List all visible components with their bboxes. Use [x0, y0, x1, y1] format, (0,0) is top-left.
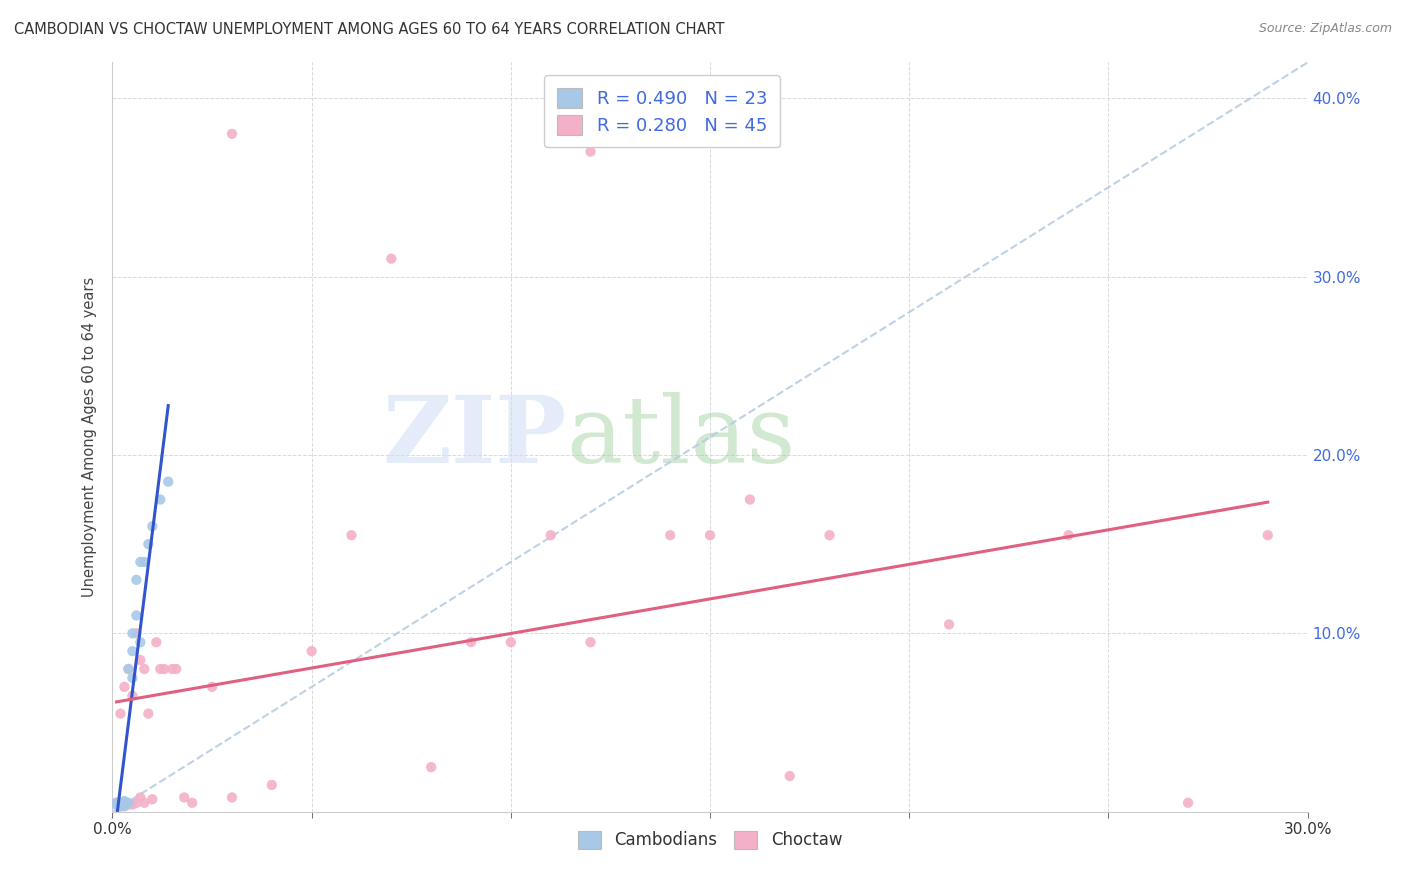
- Point: [121, 797, 143, 812]
- Y-axis label: Unemployment Among Ages 60 to 64 years: Unemployment Among Ages 60 to 64 years: [82, 277, 97, 598]
- Point: [260, 778, 283, 792]
- Point: [105, 796, 128, 810]
- Point: [540, 528, 562, 542]
- Point: [134, 662, 156, 676]
- Point: [125, 608, 148, 623]
- Text: CAMBODIAN VS CHOCTAW UNEMPLOYMENT AMONG AGES 60 TO 64 YEARS CORRELATION CHART: CAMBODIAN VS CHOCTAW UNEMPLOYMENT AMONG …: [14, 22, 724, 37]
- Point: [165, 662, 187, 676]
- Point: [579, 635, 602, 649]
- Point: [138, 537, 160, 551]
- Point: [117, 797, 139, 812]
- Point: [173, 790, 195, 805]
- Point: [114, 680, 135, 694]
- Point: [121, 689, 143, 703]
- Point: [110, 799, 132, 814]
- Point: [134, 555, 156, 569]
- Point: [117, 662, 139, 676]
- Point: [114, 796, 135, 810]
- Point: [105, 797, 128, 812]
- Point: [201, 680, 224, 694]
- Point: [114, 799, 135, 814]
- Text: atlas: atlas: [567, 392, 796, 482]
- Point: [380, 252, 402, 266]
- Point: [129, 555, 152, 569]
- Point: [149, 662, 172, 676]
- Point: [110, 796, 132, 810]
- Point: [117, 796, 139, 810]
- Point: [420, 760, 443, 774]
- Text: ZIP: ZIP: [382, 392, 567, 482]
- Point: [121, 644, 143, 658]
- Point: [659, 528, 682, 542]
- Legend: Cambodians, Choctaw: Cambodians, Choctaw: [571, 824, 849, 855]
- Point: [181, 796, 204, 810]
- Point: [301, 644, 323, 658]
- Point: [162, 662, 183, 676]
- Point: [1257, 528, 1279, 542]
- Point: [125, 796, 148, 810]
- Point: [460, 635, 482, 649]
- Point: [699, 528, 721, 542]
- Point: [1057, 528, 1080, 542]
- Point: [141, 792, 163, 806]
- Point: [221, 790, 243, 805]
- Point: [779, 769, 801, 783]
- Point: [157, 475, 180, 489]
- Point: [105, 796, 128, 810]
- Point: [1177, 796, 1199, 810]
- Point: [121, 626, 143, 640]
- Point: [114, 794, 135, 808]
- Point: [110, 797, 132, 812]
- Point: [141, 519, 163, 533]
- Point: [114, 796, 135, 810]
- Point: [818, 528, 841, 542]
- Point: [129, 653, 152, 667]
- Point: [114, 797, 135, 812]
- Point: [125, 626, 148, 640]
- Point: [938, 617, 960, 632]
- Point: [138, 706, 160, 721]
- Point: [110, 799, 132, 814]
- Point: [105, 797, 128, 812]
- Point: [149, 492, 172, 507]
- Point: [153, 662, 176, 676]
- Point: [121, 671, 143, 685]
- Point: [125, 573, 148, 587]
- Point: [129, 790, 152, 805]
- Point: [579, 145, 602, 159]
- Point: [499, 635, 522, 649]
- Point: [221, 127, 243, 141]
- Point: [738, 492, 761, 507]
- Point: [340, 528, 363, 542]
- Point: [129, 635, 152, 649]
- Point: [117, 662, 139, 676]
- Point: [145, 635, 167, 649]
- Text: Source: ZipAtlas.com: Source: ZipAtlas.com: [1258, 22, 1392, 36]
- Point: [134, 796, 156, 810]
- Point: [110, 706, 132, 721]
